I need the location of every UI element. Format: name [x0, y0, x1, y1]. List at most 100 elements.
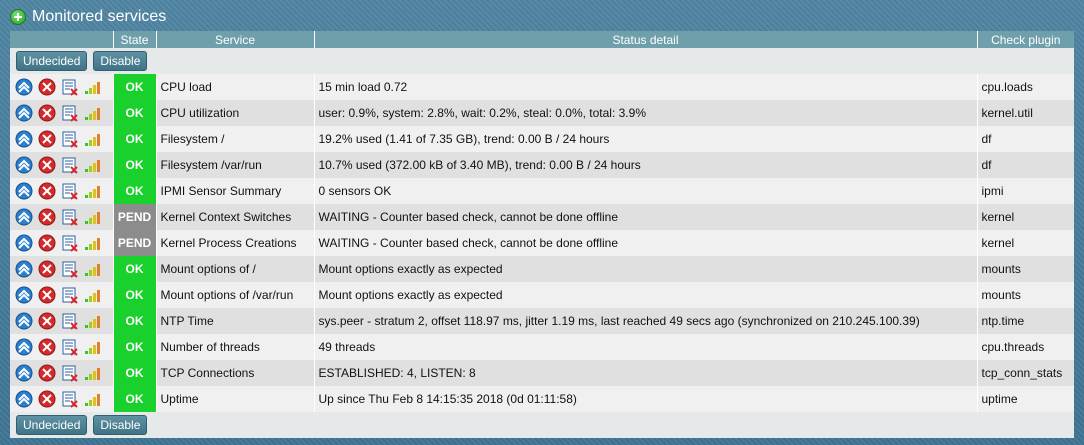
row-icons	[10, 230, 114, 256]
rulesets-icon[interactable]	[60, 103, 80, 123]
service-name[interactable]: Mount options of /	[156, 256, 315, 282]
disable-button[interactable]: Disable	[93, 415, 148, 435]
perfgraph-icon[interactable]	[83, 181, 103, 201]
rulesets-icon[interactable]	[60, 77, 80, 97]
check-plugin: cpu.loads	[977, 74, 1074, 100]
check-plugin: uptime	[977, 386, 1074, 412]
perfgraph-icon[interactable]	[83, 389, 103, 409]
services-icon[interactable]	[14, 389, 34, 409]
perfgraph-icon[interactable]	[83, 129, 103, 149]
remove-icon[interactable]	[37, 233, 57, 253]
perfgraph-icon[interactable]	[83, 311, 103, 331]
plus-icon[interactable]	[10, 9, 26, 25]
state-badge: OK	[113, 334, 157, 360]
rulesets-icon[interactable]	[60, 207, 80, 227]
services-icon[interactable]	[14, 233, 34, 253]
state-badge: PEND	[113, 230, 157, 256]
remove-icon[interactable]	[37, 129, 57, 149]
service-name[interactable]: CPU utilization	[156, 100, 315, 126]
remove-icon[interactable]	[37, 285, 57, 305]
column-header-icons	[10, 31, 114, 48]
remove-icon[interactable]	[37, 181, 57, 201]
perfgraph-icon[interactable]	[83, 363, 103, 383]
row-icons	[10, 178, 114, 204]
rulesets-icon[interactable]	[60, 233, 80, 253]
check-plugin: kernel.util	[977, 100, 1074, 126]
services-icon[interactable]	[14, 155, 34, 175]
remove-icon[interactable]	[37, 337, 57, 357]
check-plugin: df	[977, 126, 1074, 152]
service-name[interactable]: Kernel Context Switches	[156, 204, 315, 230]
remove-icon[interactable]	[37, 363, 57, 383]
undecided-button[interactable]: Undecided	[16, 415, 88, 435]
column-header-status-detail[interactable]: Status detail	[314, 31, 978, 48]
service-name[interactable]: Uptime	[156, 386, 315, 412]
disable-button[interactable]: Disable	[93, 51, 148, 71]
table-row: OK Mount options of / Mount options exactl…	[10, 256, 1074, 282]
check-plugin: mounts	[977, 256, 1074, 282]
remove-icon[interactable]	[37, 259, 57, 279]
rulesets-icon[interactable]	[60, 389, 80, 409]
services-icon[interactable]	[14, 181, 34, 201]
service-name[interactable]: CPU load	[156, 74, 315, 100]
service-name[interactable]: Mount options of /var/run	[156, 282, 315, 308]
service-name[interactable]: IPMI Sensor Summary	[156, 178, 315, 204]
services-icon[interactable]	[14, 259, 34, 279]
remove-icon[interactable]	[37, 311, 57, 331]
rulesets-icon[interactable]	[60, 337, 80, 357]
perfgraph-icon[interactable]	[83, 285, 103, 305]
remove-icon[interactable]	[37, 77, 57, 97]
state-badge: OK	[113, 386, 157, 412]
column-header-state[interactable]: State	[113, 31, 157, 48]
services-icon[interactable]	[14, 103, 34, 123]
remove-icon[interactable]	[37, 389, 57, 409]
service-name[interactable]: Kernel Process Creations	[156, 230, 315, 256]
table-row: OK Filesystem /var/run 10.7% used (372.00 …	[10, 152, 1074, 178]
state-badge: OK	[113, 256, 157, 282]
services-icon[interactable]	[14, 285, 34, 305]
status-detail: 10.7% used (372.00 kB of 3.40 MB), trend…	[314, 152, 978, 178]
service-name[interactable]: TCP Connections	[156, 360, 315, 386]
perfgraph-icon[interactable]	[83, 233, 103, 253]
perfgraph-icon[interactable]	[83, 337, 103, 357]
service-name[interactable]: Filesystem /	[156, 126, 315, 152]
perfgraph-icon[interactable]	[83, 155, 103, 175]
services-icon[interactable]	[14, 337, 34, 357]
rulesets-icon[interactable]	[60, 311, 80, 331]
status-detail: Mount options exactly as expected	[314, 256, 978, 282]
perfgraph-icon[interactable]	[83, 259, 103, 279]
rulesets-icon[interactable]	[60, 363, 80, 383]
status-detail: 19.2% used (1.41 of 7.35 GB), trend: 0.0…	[314, 126, 978, 152]
table-row: PEND Kernel Process Creations WAITING - Co…	[10, 230, 1074, 256]
remove-icon[interactable]	[37, 207, 57, 227]
rulesets-icon[interactable]	[60, 181, 80, 201]
rulesets-icon[interactable]	[60, 155, 80, 175]
status-detail: Mount options exactly as expected	[314, 282, 978, 308]
services-icon[interactable]	[14, 129, 34, 149]
state-badge: OK	[113, 178, 157, 204]
undecided-button[interactable]: Undecided	[16, 51, 88, 71]
row-icons	[10, 126, 114, 152]
rulesets-icon[interactable]	[60, 129, 80, 149]
perfgraph-icon[interactable]	[83, 207, 103, 227]
services-icon[interactable]	[14, 311, 34, 331]
service-name[interactable]: NTP Time	[156, 308, 315, 334]
status-detail: Up since Thu Feb 8 14:15:35 2018 (0d 01:…	[314, 386, 978, 412]
rulesets-icon[interactable]	[60, 285, 80, 305]
remove-icon[interactable]	[37, 155, 57, 175]
perfgraph-icon[interactable]	[83, 77, 103, 97]
column-header-service[interactable]: Service	[156, 31, 315, 48]
row-icons	[10, 204, 114, 230]
row-icons	[10, 386, 114, 412]
check-plugin: df	[977, 152, 1074, 178]
perfgraph-icon[interactable]	[83, 103, 103, 123]
service-name[interactable]: Filesystem /var/run	[156, 152, 315, 178]
remove-icon[interactable]	[37, 103, 57, 123]
service-name[interactable]: Number of threads	[156, 334, 315, 360]
table-row: PEND Kernel Context Switches WAITING - Cou…	[10, 204, 1074, 230]
services-icon[interactable]	[14, 207, 34, 227]
column-header-check-plugin[interactable]: Check plugin	[977, 31, 1074, 48]
rulesets-icon[interactable]	[60, 259, 80, 279]
services-icon[interactable]	[14, 363, 34, 383]
services-icon[interactable]	[14, 77, 34, 97]
